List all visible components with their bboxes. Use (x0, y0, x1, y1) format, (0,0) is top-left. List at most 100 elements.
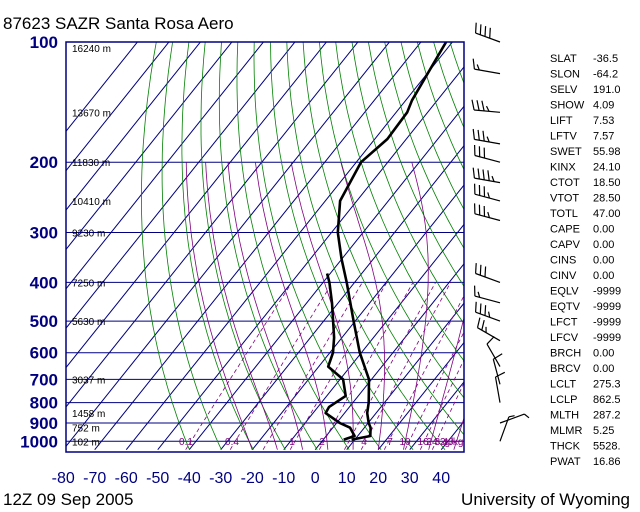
wind-barb-feather (487, 192, 490, 199)
index-value-mlth: 287.2 (593, 410, 621, 422)
index-value-swet: 55.98 (593, 146, 621, 158)
index-value-show: 4.09 (593, 100, 614, 112)
dry-adiabat-250 (181, 42, 254, 450)
index-value-totl: 47.00 (593, 208, 621, 220)
index-value-thck: 5528. (593, 441, 621, 453)
moist-adiabat-12 (290, 162, 354, 450)
index-value-vtot: 28.50 (593, 193, 621, 205)
moist-adiabat-36 (428, 316, 464, 450)
isotherm--150 (66, 42, 170, 172)
wind-barb-feather (484, 26, 487, 37)
wind-barb (475, 301, 501, 322)
source-credit: University of Wyoming (461, 490, 630, 509)
index-name-totl: TOTL (550, 208, 578, 220)
dry-adiabat-340 (335, 42, 464, 362)
isotherm--80 (66, 42, 391, 448)
plot-frame (65, 41, 465, 453)
pressure-tick-label: 400 (30, 273, 58, 292)
index-value-lclp: 862.5 (593, 394, 621, 406)
dry-adiabat-360 (368, 42, 464, 287)
wind-barb-shaft (474, 109, 501, 113)
isotherm--30 (220, 144, 464, 451)
mixing-ratio-label: 32 (434, 437, 446, 448)
wind-barb (474, 183, 501, 202)
wind-barb-feather (477, 129, 480, 141)
wind-barb-feather (471, 99, 475, 111)
mixing-ratio-label: 10 (399, 437, 411, 448)
wind-barb-feather (508, 415, 515, 418)
dry-adiabat-300 (270, 42, 414, 450)
stability-indices: SLAT -36.5 SLON -64.2 SELV 191.0 SHOW 4.09 LIFT 7… (550, 53, 621, 468)
temperature-tick-label: -80 (52, 470, 75, 487)
index-name-cins: CINS (550, 255, 576, 267)
index-name-mlth: MLTH (550, 410, 579, 422)
index-name-cape: CAPE (550, 224, 580, 236)
index-value-brcv: 0.00 (593, 363, 614, 375)
temperature-tick-label: 10 (338, 470, 356, 487)
isotherm-0 (314, 262, 464, 451)
wind-barb-shaft (499, 416, 510, 442)
wind-barb-feather (487, 211, 490, 218)
wind-barb-feather (477, 291, 481, 298)
dry-adiabat-350 (351, 42, 464, 325)
chart-title: 87623 SAZR Santa Rosa Aero (3, 14, 234, 33)
wind-barb (494, 371, 506, 403)
mixing-ratio-label: g/kg (445, 437, 464, 448)
temperature-tick-label: -30 (209, 470, 232, 487)
mixing-ratio-label: 1 (289, 437, 295, 448)
height-labels: 16240 m 13670 m 11830 m 10410 m 9230 m 7250 m… (72, 44, 111, 448)
index-value-ctot: 18.50 (593, 177, 621, 189)
index-value-slat: -36.5 (593, 53, 618, 65)
index-name-eqlv: EQLV (550, 286, 579, 298)
isotherm-20 (377, 341, 464, 451)
mixing-ratio-line-10 (360, 282, 451, 450)
mixing-ratio-line-32 (419, 359, 464, 450)
moist-adiabat--20 (185, 162, 253, 450)
sounding-profiles (324, 42, 448, 441)
wind-barb-feather (479, 264, 482, 276)
wind-barb-feather (495, 371, 506, 378)
dry-adiabat-280 (236, 42, 350, 450)
index-value-pwat: 16.86 (593, 456, 621, 468)
wind-barb-feather (477, 168, 480, 180)
wind-barb-feather (524, 413, 530, 419)
mixing-ratio-label: 7 (387, 437, 393, 448)
temperature-tick-label: 20 (369, 470, 387, 487)
height-label: 1458 m (72, 409, 105, 420)
dewpoint-profile (324, 273, 356, 441)
isotherm--90 (66, 42, 359, 408)
dry-adiabat-270 (218, 42, 318, 450)
wind-barb-shaft (475, 272, 501, 283)
wind-barb (476, 317, 501, 342)
moist-adiabat--4 (227, 162, 303, 450)
pressure-tick-label: 900 (30, 414, 58, 433)
height-label: 13670 m (72, 108, 111, 119)
height-label: 102 m (72, 437, 100, 448)
index-name-swet: SWET (550, 146, 582, 158)
index-name-slat: SLAT (550, 53, 577, 65)
mixing-ratio-label: 40 (442, 437, 454, 448)
index-name-lclp: LCLP (550, 394, 578, 406)
wind-barb-shaft (475, 311, 501, 322)
mixing-ratio-label: 16 (417, 437, 429, 448)
index-value-brch: 0.00 (593, 348, 614, 360)
index-name-cinv: CINV (550, 270, 577, 282)
index-value-lclt: 275.3 (593, 379, 621, 391)
dry-adiabat-330 (319, 42, 464, 399)
isotherm-10 (346, 302, 464, 451)
wind-barb-shaft (477, 327, 501, 342)
dry-adiabat-240 (161, 42, 222, 450)
wind-barb-feather (472, 167, 475, 179)
pressure-tick-label: 100 (30, 33, 58, 52)
dry-adiabat-320 (302, 42, 464, 436)
mixing-ratio-line-40 (431, 382, 464, 450)
index-value-lfct: -9999 (593, 317, 621, 329)
wind-barb-feather (492, 353, 503, 360)
index-value-lift: 7.53 (593, 115, 614, 127)
mixing-ratio-line-1 (262, 282, 363, 450)
dry-adiabat-310 (286, 42, 446, 450)
wind-barb (474, 285, 501, 304)
wind-barb-feather (481, 319, 485, 331)
moist-adiabat-28 (403, 162, 429, 450)
wind-barb-feather (486, 336, 495, 345)
